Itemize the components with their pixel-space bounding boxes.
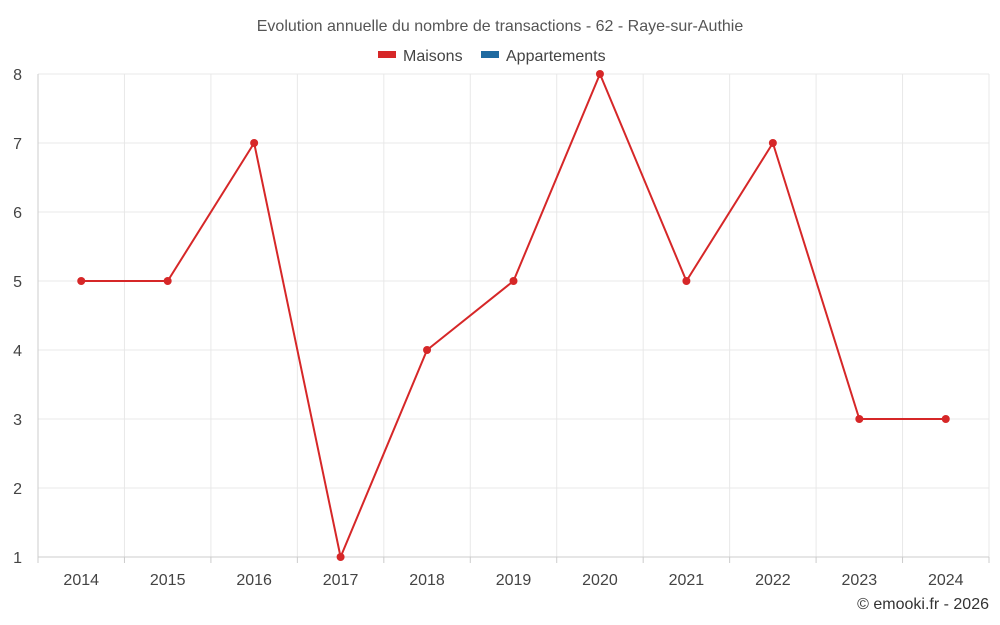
data-point-maisons[interactable] bbox=[336, 553, 345, 561]
legend-item-maisons[interactable]: Maisons bbox=[378, 48, 463, 65]
x-tick-label: 2020 bbox=[582, 572, 618, 589]
x-tick-label: 2021 bbox=[669, 572, 705, 589]
x-tick-label: 2014 bbox=[63, 572, 99, 589]
legend-label-appartements: Appartements bbox=[506, 48, 606, 65]
chart-title: Evolution annuelle du nombre de transact… bbox=[257, 18, 744, 35]
data-point-maisons[interactable] bbox=[941, 415, 950, 423]
y-tick-label: 6 bbox=[13, 205, 22, 222]
series bbox=[77, 70, 950, 561]
legend-label-maisons: Maisons bbox=[403, 48, 463, 65]
legend-swatch-maisons bbox=[378, 51, 396, 58]
x-axis-ticks: 2014 2015 2016 2017 2018 2019 2020 2021 2022 2023… bbox=[37, 557, 990, 589]
y-tick-label: 3 bbox=[13, 412, 22, 429]
y-tick-label: 1 bbox=[13, 550, 22, 567]
data-point-maisons[interactable] bbox=[768, 139, 777, 147]
x-tick-label: 2017 bbox=[323, 572, 359, 589]
data-point-maisons[interactable] bbox=[250, 139, 259, 147]
credit-text: © emooki.fr - 2026 bbox=[857, 596, 989, 613]
axes bbox=[37, 74, 989, 558]
data-point-maisons[interactable] bbox=[509, 277, 518, 285]
x-tick-label: 2015 bbox=[150, 572, 186, 589]
data-point-maisons[interactable] bbox=[423, 346, 432, 354]
legend-swatch-appartements bbox=[481, 51, 499, 58]
data-point-maisons[interactable] bbox=[855, 415, 864, 423]
legend-item-appartements[interactable]: Appartements bbox=[481, 48, 606, 65]
y-tick-label: 8 bbox=[13, 67, 22, 84]
x-tick-label: 2022 bbox=[755, 572, 791, 589]
y-tick-label: 5 bbox=[13, 274, 22, 291]
data-point-maisons[interactable] bbox=[77, 277, 86, 285]
y-axis-ticks: 1 2 3 4 5 6 7 8 bbox=[13, 67, 22, 567]
x-tick-label: 2024 bbox=[928, 572, 964, 589]
data-point-maisons[interactable] bbox=[163, 277, 172, 285]
y-tick-label: 4 bbox=[13, 343, 22, 360]
data-point-maisons[interactable] bbox=[595, 70, 604, 78]
y-tick-label: 7 bbox=[13, 136, 22, 153]
x-tick-label: 2018 bbox=[409, 572, 445, 589]
grid bbox=[38, 73, 990, 558]
legend: Maisons Appartements bbox=[378, 48, 606, 65]
x-tick-label: 2023 bbox=[842, 572, 878, 589]
x-tick-label: 2019 bbox=[496, 572, 532, 589]
y-tick-label: 2 bbox=[13, 481, 22, 498]
data-point-maisons[interactable] bbox=[682, 277, 691, 285]
x-tick-label: 2016 bbox=[236, 572, 272, 589]
